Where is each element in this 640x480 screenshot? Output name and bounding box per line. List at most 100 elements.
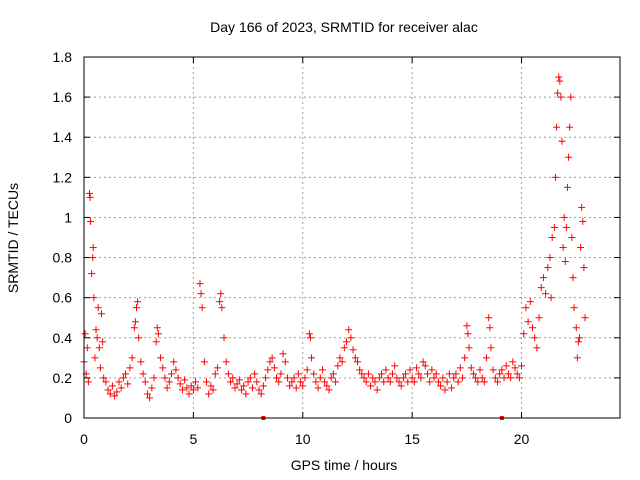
data-point (81, 330, 89, 338)
data-point (472, 374, 480, 382)
data-point (88, 270, 96, 278)
data-point (428, 366, 436, 374)
data-point (483, 354, 491, 362)
data-point (196, 280, 204, 288)
data-point (154, 330, 162, 338)
data-point (349, 346, 357, 354)
data-point (200, 358, 208, 366)
data-point (240, 382, 248, 390)
data-point (463, 322, 471, 330)
y-tick-label: 0.6 (53, 290, 73, 306)
data-point (464, 330, 472, 338)
data-point (222, 358, 230, 366)
data-point (461, 354, 469, 362)
data-point (134, 298, 142, 306)
data-point (281, 358, 289, 366)
data-point (555, 73, 563, 81)
data-point (213, 364, 221, 372)
data-point (108, 382, 116, 390)
data-point (486, 324, 494, 332)
data-point (310, 370, 318, 378)
data-point (417, 374, 425, 382)
x-tick-labels: 0 5 10 15 20 (80, 431, 529, 447)
data-point (115, 378, 123, 386)
y-tick-label: 1.2 (53, 169, 73, 185)
data-point (321, 378, 329, 386)
data-point (211, 370, 219, 378)
x-tick-label: 10 (295, 431, 311, 447)
x-axis-label: GPS time / hours (291, 457, 398, 473)
data-point (233, 380, 241, 388)
data-point (380, 378, 388, 386)
chart-title: Day 166 of 2023, SRMTID for receiver ala… (210, 19, 478, 35)
data-point (189, 386, 197, 394)
data-point (122, 370, 130, 378)
data-point (170, 358, 178, 366)
data-point (415, 370, 423, 378)
data-point (152, 338, 160, 346)
data-point (386, 378, 394, 386)
data-point (553, 123, 561, 131)
data-point (360, 374, 368, 382)
data-point (119, 374, 127, 382)
data-points (80, 73, 589, 402)
data-point (547, 294, 555, 302)
data-point (194, 384, 202, 392)
data-point (338, 358, 346, 366)
data-point (111, 392, 119, 400)
data-point (345, 326, 353, 334)
data-point (312, 378, 320, 386)
data-point (369, 374, 377, 382)
data-point (391, 362, 399, 370)
grid-lines (84, 57, 620, 418)
data-point (533, 344, 541, 352)
data-point (288, 378, 296, 386)
data-point (574, 338, 582, 346)
plot-frame (83, 56, 621, 419)
data-point (388, 370, 396, 378)
data-point (251, 370, 259, 378)
data-point (217, 290, 225, 298)
data-point (580, 264, 588, 272)
data-point (439, 374, 447, 382)
data-point (563, 183, 571, 191)
data-point (89, 244, 97, 252)
data-point (332, 378, 340, 386)
y-axis-label: SRMTID / TECUs (5, 183, 21, 293)
data-point (264, 366, 272, 374)
data-point (556, 77, 564, 85)
y-tick-label: 1.4 (53, 129, 73, 145)
data-point (356, 366, 364, 374)
data-point (220, 334, 228, 342)
data-point (404, 378, 412, 386)
data-point (565, 153, 573, 161)
data-point (314, 384, 322, 392)
data-point (371, 378, 379, 386)
data-point (578, 203, 586, 211)
data-point (393, 374, 401, 382)
data-point (301, 374, 309, 382)
data-point (413, 364, 421, 372)
data-point (558, 137, 566, 145)
data-point (316, 374, 324, 382)
data-point (150, 374, 158, 382)
data-point (183, 384, 191, 392)
data-point (181, 376, 189, 384)
data-point (535, 314, 543, 322)
data-point (327, 374, 335, 382)
data-point (216, 298, 224, 306)
data-point (419, 358, 427, 366)
data-point (259, 382, 267, 390)
data-point (526, 298, 534, 306)
data-point (367, 382, 375, 390)
data-point (509, 358, 517, 366)
data-point (430, 374, 438, 382)
data-point (286, 382, 294, 390)
data-point (93, 334, 101, 342)
data-point (242, 390, 250, 398)
data-point (229, 374, 237, 382)
data-point (402, 370, 410, 378)
data-point (192, 378, 200, 386)
data-point (476, 366, 484, 374)
y-tick-label: 0.4 (53, 330, 73, 346)
